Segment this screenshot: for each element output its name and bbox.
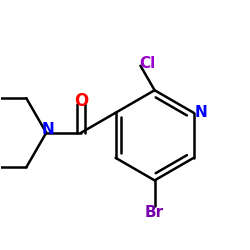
Text: O: O [74,92,88,110]
Text: Br: Br [145,205,164,220]
Text: N: N [42,122,55,137]
Text: Cl: Cl [139,56,155,71]
Text: N: N [194,105,207,120]
